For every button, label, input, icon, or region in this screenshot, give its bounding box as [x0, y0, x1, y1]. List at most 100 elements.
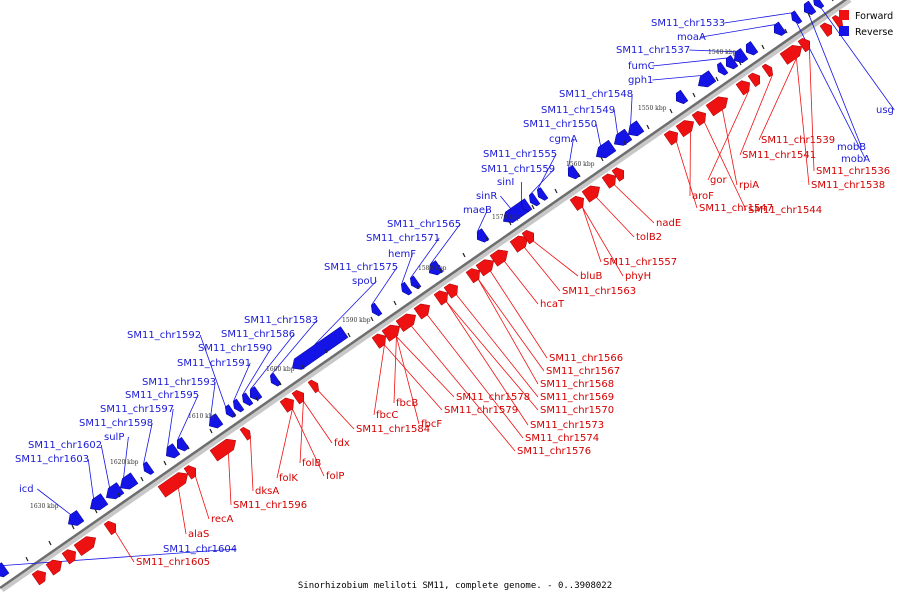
gene-label-forward[interactable]: folP — [326, 471, 344, 482]
gene-label-reverse[interactable]: sinI — [497, 177, 514, 188]
gene-label-forward[interactable]: SM11_chr1569 — [540, 392, 614, 403]
gene-arrow[interactable] — [735, 80, 750, 96]
gene-arrow[interactable] — [395, 313, 417, 333]
gene-label-forward[interactable]: aroF — [692, 191, 714, 202]
gene-arrow[interactable] — [371, 333, 386, 349]
gene-label-reverse[interactable]: sulP — [104, 432, 124, 443]
gene-arrow[interactable] — [166, 443, 181, 459]
gene-arrow[interactable] — [183, 465, 197, 480]
gene-label-reverse[interactable]: usg — [876, 105, 894, 116]
gene-label-forward[interactable]: SM11_chr1579 — [444, 405, 518, 416]
gene-arrow[interactable] — [734, 47, 749, 64]
gene-arrow[interactable] — [747, 72, 761, 88]
gene-label-forward[interactable]: fbcB — [396, 398, 418, 409]
gene-label-reverse[interactable]: cgmA — [549, 134, 578, 145]
gene-label-forward[interactable]: folB — [302, 458, 321, 469]
gene-label-reverse[interactable]: SM11_chr1602 — [28, 440, 102, 451]
gene-arrow[interactable] — [401, 281, 413, 296]
gene-label-forward[interactable]: SM11_chr1567 — [546, 366, 620, 377]
gene-label-reverse[interactable]: SM11_chr1598 — [79, 418, 153, 429]
gene-arrow[interactable] — [0, 562, 10, 578]
gene-arrow[interactable] — [157, 472, 189, 498]
gene-label-forward[interactable]: SM11_chr1536 — [816, 166, 890, 177]
gene-arrow[interactable] — [595, 139, 617, 159]
gene-label-forward[interactable]: SM11_chr1605 — [136, 557, 210, 568]
gene-label-reverse[interactable]: SM11_chr1555 — [483, 149, 557, 160]
gene-label-reverse[interactable]: icd — [19, 484, 34, 495]
gene-label-forward[interactable]: SM11_chr1566 — [549, 353, 623, 364]
gene-label-reverse[interactable]: SM11_chr1590 — [198, 343, 272, 354]
gene-label-reverse[interactable]: maeB — [463, 205, 492, 216]
gene-arrow[interactable] — [611, 167, 625, 182]
gene-label-reverse[interactable]: SM11_chr1592 — [127, 330, 201, 341]
gene-label-forward[interactable]: folK — [279, 473, 298, 484]
gene-arrow[interactable] — [307, 379, 319, 394]
gene-label-forward[interactable]: SM11_chr1574 — [525, 433, 599, 444]
gene-label-forward[interactable]: phyH — [625, 271, 651, 282]
gene-arrow[interactable] — [797, 37, 811, 53]
gene-label-forward[interactable]: tolB2 — [636, 232, 662, 243]
gene-arrow[interactable] — [663, 130, 678, 146]
gene-arrow[interactable] — [705, 96, 729, 117]
gene-arrow[interactable] — [233, 398, 245, 413]
gene-label-forward[interactable]: bluB — [580, 271, 602, 282]
gene-label-forward[interactable]: recA — [211, 514, 234, 525]
gene-arrow[interactable] — [413, 303, 431, 320]
gene-arrow[interactable] — [489, 249, 509, 267]
gene-label-reverse[interactable]: gph1 — [628, 75, 653, 86]
gene-label-forward[interactable]: fbcF — [421, 419, 442, 430]
gene-label-forward[interactable]: alaS — [188, 529, 209, 540]
gene-arrow[interactable] — [613, 128, 633, 146]
gene-label-reverse[interactable]: SM11_chr1565 — [387, 219, 461, 230]
gene-label-forward[interactable]: nadE — [656, 218, 681, 229]
gene-arrow[interactable] — [381, 324, 401, 342]
gene-label-forward[interactable]: SM11_chr1547 — [699, 203, 773, 214]
gene-arrow[interactable] — [509, 235, 529, 253]
gene-arrow[interactable] — [791, 10, 803, 25]
gene-arrow[interactable] — [581, 185, 601, 203]
gene-label-forward[interactable]: SM11_chr1539 — [761, 135, 835, 146]
gene-label-forward[interactable]: SM11_chr1596 — [233, 500, 307, 511]
gene-arrow[interactable] — [242, 392, 254, 407]
gene-arrow[interactable] — [270, 372, 282, 387]
gene-label-reverse[interactable]: mobB — [837, 142, 866, 153]
gene-label-forward[interactable]: SM11_chr1538 — [811, 180, 885, 191]
gene-label-reverse[interactable]: SM11_chr1603 — [15, 454, 89, 465]
gene-arrow[interactable] — [176, 436, 190, 452]
gene-label-forward[interactable]: SM11_chr1576 — [517, 446, 591, 457]
gene-label-reverse[interactable]: SM11_chr1591 — [177, 358, 251, 369]
gene-arrow[interactable] — [697, 70, 717, 88]
gene-label-forward[interactable]: rpiA — [739, 180, 759, 191]
gene-label-reverse[interactable]: SM11_chr1593 — [142, 377, 216, 388]
gene-arrow[interactable] — [773, 21, 787, 36]
gene-arrow[interactable] — [61, 549, 76, 565]
gene-label-forward[interactable]: SM11_chr1584 — [356, 424, 430, 435]
gene-label-reverse[interactable]: mobA — [841, 154, 870, 165]
gene-arrow[interactable] — [813, 0, 825, 9]
gene-label-forward[interactable]: dksA — [255, 486, 279, 497]
gene-arrow[interactable] — [627, 120, 645, 137]
gene-arrow[interactable] — [476, 228, 490, 243]
gene-arrow[interactable] — [279, 397, 294, 413]
gene-label-reverse[interactable]: SM11_chr1597 — [100, 404, 174, 415]
gene-arrow[interactable] — [433, 290, 448, 306]
gene-arrow[interactable] — [691, 110, 706, 127]
gene-arrow[interactable] — [105, 482, 125, 500]
gene-arrow[interactable] — [745, 41, 759, 56]
gene-arrow[interactable] — [761, 63, 773, 78]
gene-label-reverse[interactable]: moaA — [677, 32, 706, 43]
gene-label-reverse[interactable]: spoU — [352, 276, 377, 287]
gene-arrow[interactable] — [119, 472, 139, 490]
gene-arrow[interactable] — [73, 536, 97, 557]
gene-arrow[interactable] — [465, 268, 480, 284]
gene-label-reverse[interactable]: SM11_chr1537 — [616, 45, 690, 56]
gene-arrow[interactable] — [601, 173, 616, 189]
gene-arrow[interactable] — [209, 438, 237, 462]
gene-label-reverse[interactable]: SM11_chr1533 — [651, 18, 725, 29]
gene-label-reverse[interactable]: SM11_chr1571 — [366, 233, 440, 244]
gene-arrow[interactable] — [371, 302, 383, 317]
gene-arrow[interactable] — [410, 275, 422, 290]
gene-arrow[interactable] — [429, 260, 444, 276]
gene-arrow[interactable] — [249, 386, 263, 401]
gene-label-reverse[interactable]: SM11_chr1549 — [541, 105, 615, 116]
